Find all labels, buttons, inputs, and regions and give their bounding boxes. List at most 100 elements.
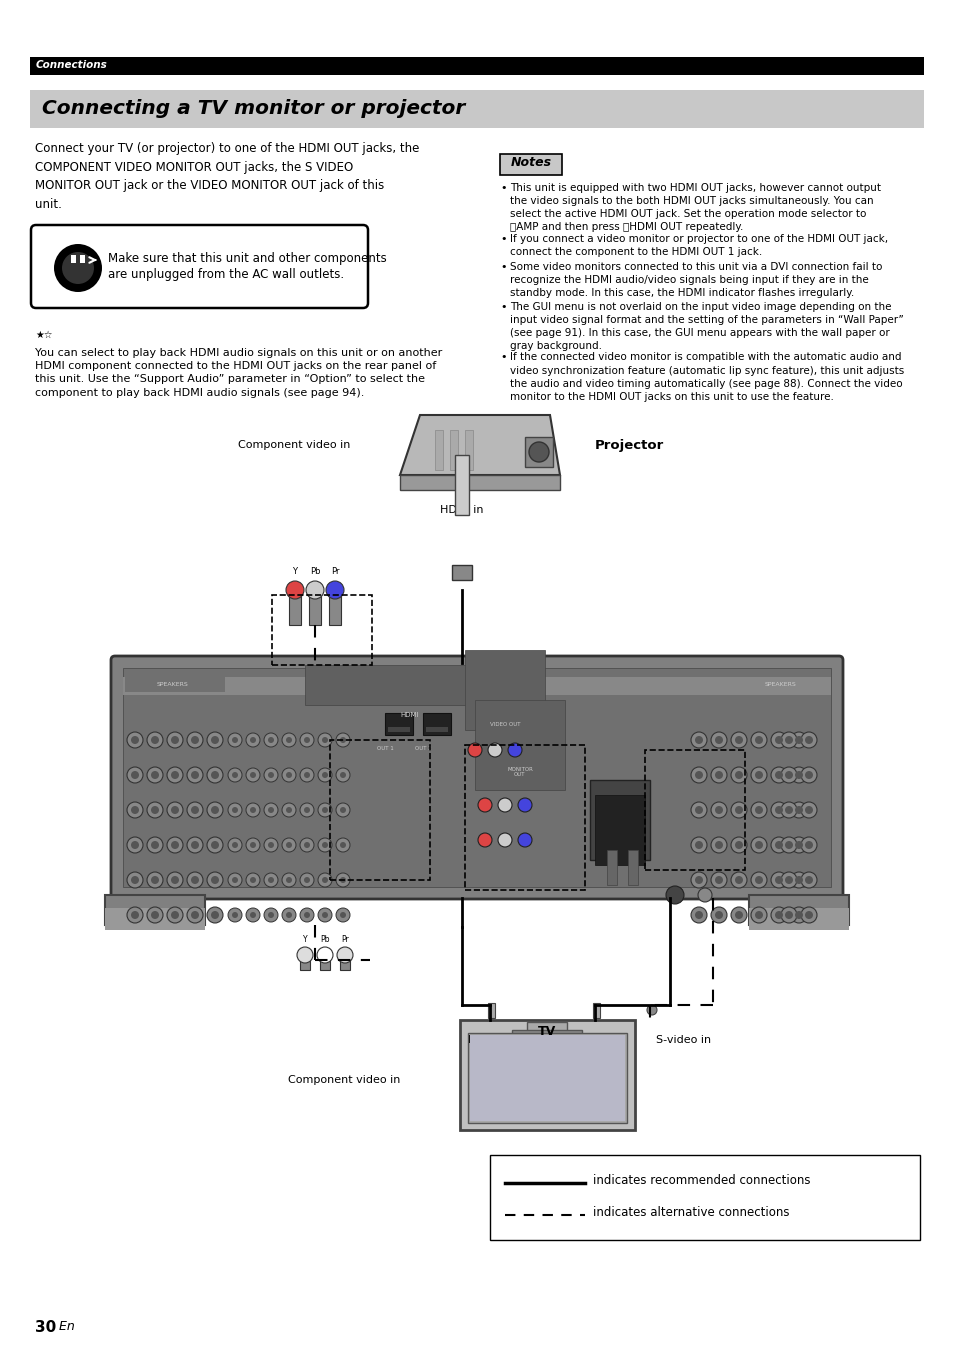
Circle shape [299, 802, 314, 817]
Circle shape [211, 807, 219, 815]
Circle shape [282, 767, 295, 782]
Circle shape [695, 875, 702, 884]
Circle shape [690, 871, 706, 888]
Text: •: • [499, 353, 506, 362]
Bar [305, 665, 475, 705]
Text: OUT 1: OUT 1 [376, 746, 393, 751]
Circle shape [127, 871, 143, 888]
Circle shape [127, 767, 143, 784]
Text: Connections: Connections [36, 59, 108, 70]
Circle shape [794, 736, 802, 744]
Text: This unit is equipped with two HDMI OUT jacks, however cannot output
the video s: This unit is equipped with two HDMI OUT … [510, 182, 880, 232]
Bar [464, 430, 473, 470]
Bar [589, 780, 649, 861]
Circle shape [714, 875, 722, 884]
Circle shape [774, 875, 782, 884]
Text: Pb: Pb [310, 567, 320, 576]
Circle shape [714, 771, 722, 780]
Circle shape [690, 767, 706, 784]
Circle shape [468, 743, 481, 757]
Circle shape [335, 873, 350, 888]
Text: Y: Y [293, 567, 297, 576]
Circle shape [207, 907, 223, 923]
Circle shape [734, 736, 742, 744]
Circle shape [734, 842, 742, 848]
Circle shape [710, 907, 726, 923]
Circle shape [734, 807, 742, 815]
Circle shape [268, 877, 274, 884]
Circle shape [207, 802, 223, 817]
Circle shape [339, 912, 346, 917]
Circle shape [750, 907, 766, 923]
Circle shape [770, 907, 786, 923]
Circle shape [335, 734, 350, 747]
Circle shape [339, 738, 346, 743]
Bar [452, 565, 472, 580]
Circle shape [477, 834, 492, 847]
Circle shape [794, 842, 802, 848]
Circle shape [710, 732, 726, 748]
Circle shape [517, 798, 532, 812]
Text: ★☆: ★☆ [35, 330, 52, 340]
Bar [748, 908, 848, 929]
Circle shape [127, 838, 143, 852]
Circle shape [286, 738, 292, 743]
Circle shape [339, 842, 346, 848]
Circle shape [714, 736, 722, 744]
Circle shape [286, 771, 292, 778]
Circle shape [497, 798, 512, 812]
Circle shape [322, 771, 328, 778]
Bar [330, 740, 430, 880]
Circle shape [187, 907, 203, 923]
Circle shape [801, 767, 816, 784]
Circle shape [211, 736, 219, 744]
Text: OUT 2: OUT 2 [415, 746, 431, 751]
Bar [459, 1020, 635, 1129]
Circle shape [690, 907, 706, 923]
Text: indicates alternative connections: indicates alternative connections [593, 1206, 789, 1220]
Circle shape [191, 842, 199, 848]
Circle shape [774, 771, 782, 780]
Circle shape [299, 873, 314, 888]
Text: are unplugged from the AC wall outlets.: are unplugged from the AC wall outlets. [108, 267, 344, 281]
Circle shape [754, 842, 762, 848]
Circle shape [268, 842, 274, 848]
Circle shape [246, 767, 260, 782]
Bar [289, 585, 301, 626]
Circle shape [784, 842, 792, 848]
Circle shape [304, 738, 310, 743]
Text: Pr: Pr [341, 935, 349, 944]
Circle shape [268, 912, 274, 917]
Circle shape [228, 734, 242, 747]
Circle shape [801, 732, 816, 748]
Text: •: • [499, 301, 506, 312]
Circle shape [326, 581, 344, 598]
Text: Some video monitors connected to this unit via a DVI connection fail to
recogniz: Some video monitors connected to this un… [510, 262, 882, 299]
FancyBboxPatch shape [30, 226, 368, 308]
Circle shape [784, 911, 792, 919]
Bar [595, 794, 644, 865]
Circle shape [784, 771, 792, 780]
Text: Pb: Pb [320, 935, 330, 944]
Circle shape [754, 807, 762, 815]
Bar [125, 677, 225, 692]
Bar [464, 650, 544, 730]
FancyBboxPatch shape [499, 154, 561, 176]
Circle shape [774, 807, 782, 815]
Circle shape [304, 807, 310, 813]
Circle shape [335, 802, 350, 817]
Bar [399, 476, 559, 490]
Circle shape [316, 947, 333, 963]
Circle shape [730, 732, 746, 748]
Circle shape [228, 908, 242, 921]
Text: The GUI menu is not overlaid on the input video image depending on the
input vid: The GUI menu is not overlaid on the inpu… [510, 301, 902, 351]
Circle shape [264, 908, 277, 921]
Text: TV: TV [537, 1025, 556, 1038]
Circle shape [232, 877, 237, 884]
Bar [272, 594, 372, 665]
Circle shape [790, 838, 806, 852]
Circle shape [754, 875, 762, 884]
Bar [606, 850, 617, 885]
Circle shape [246, 908, 260, 921]
Circle shape [317, 802, 332, 817]
